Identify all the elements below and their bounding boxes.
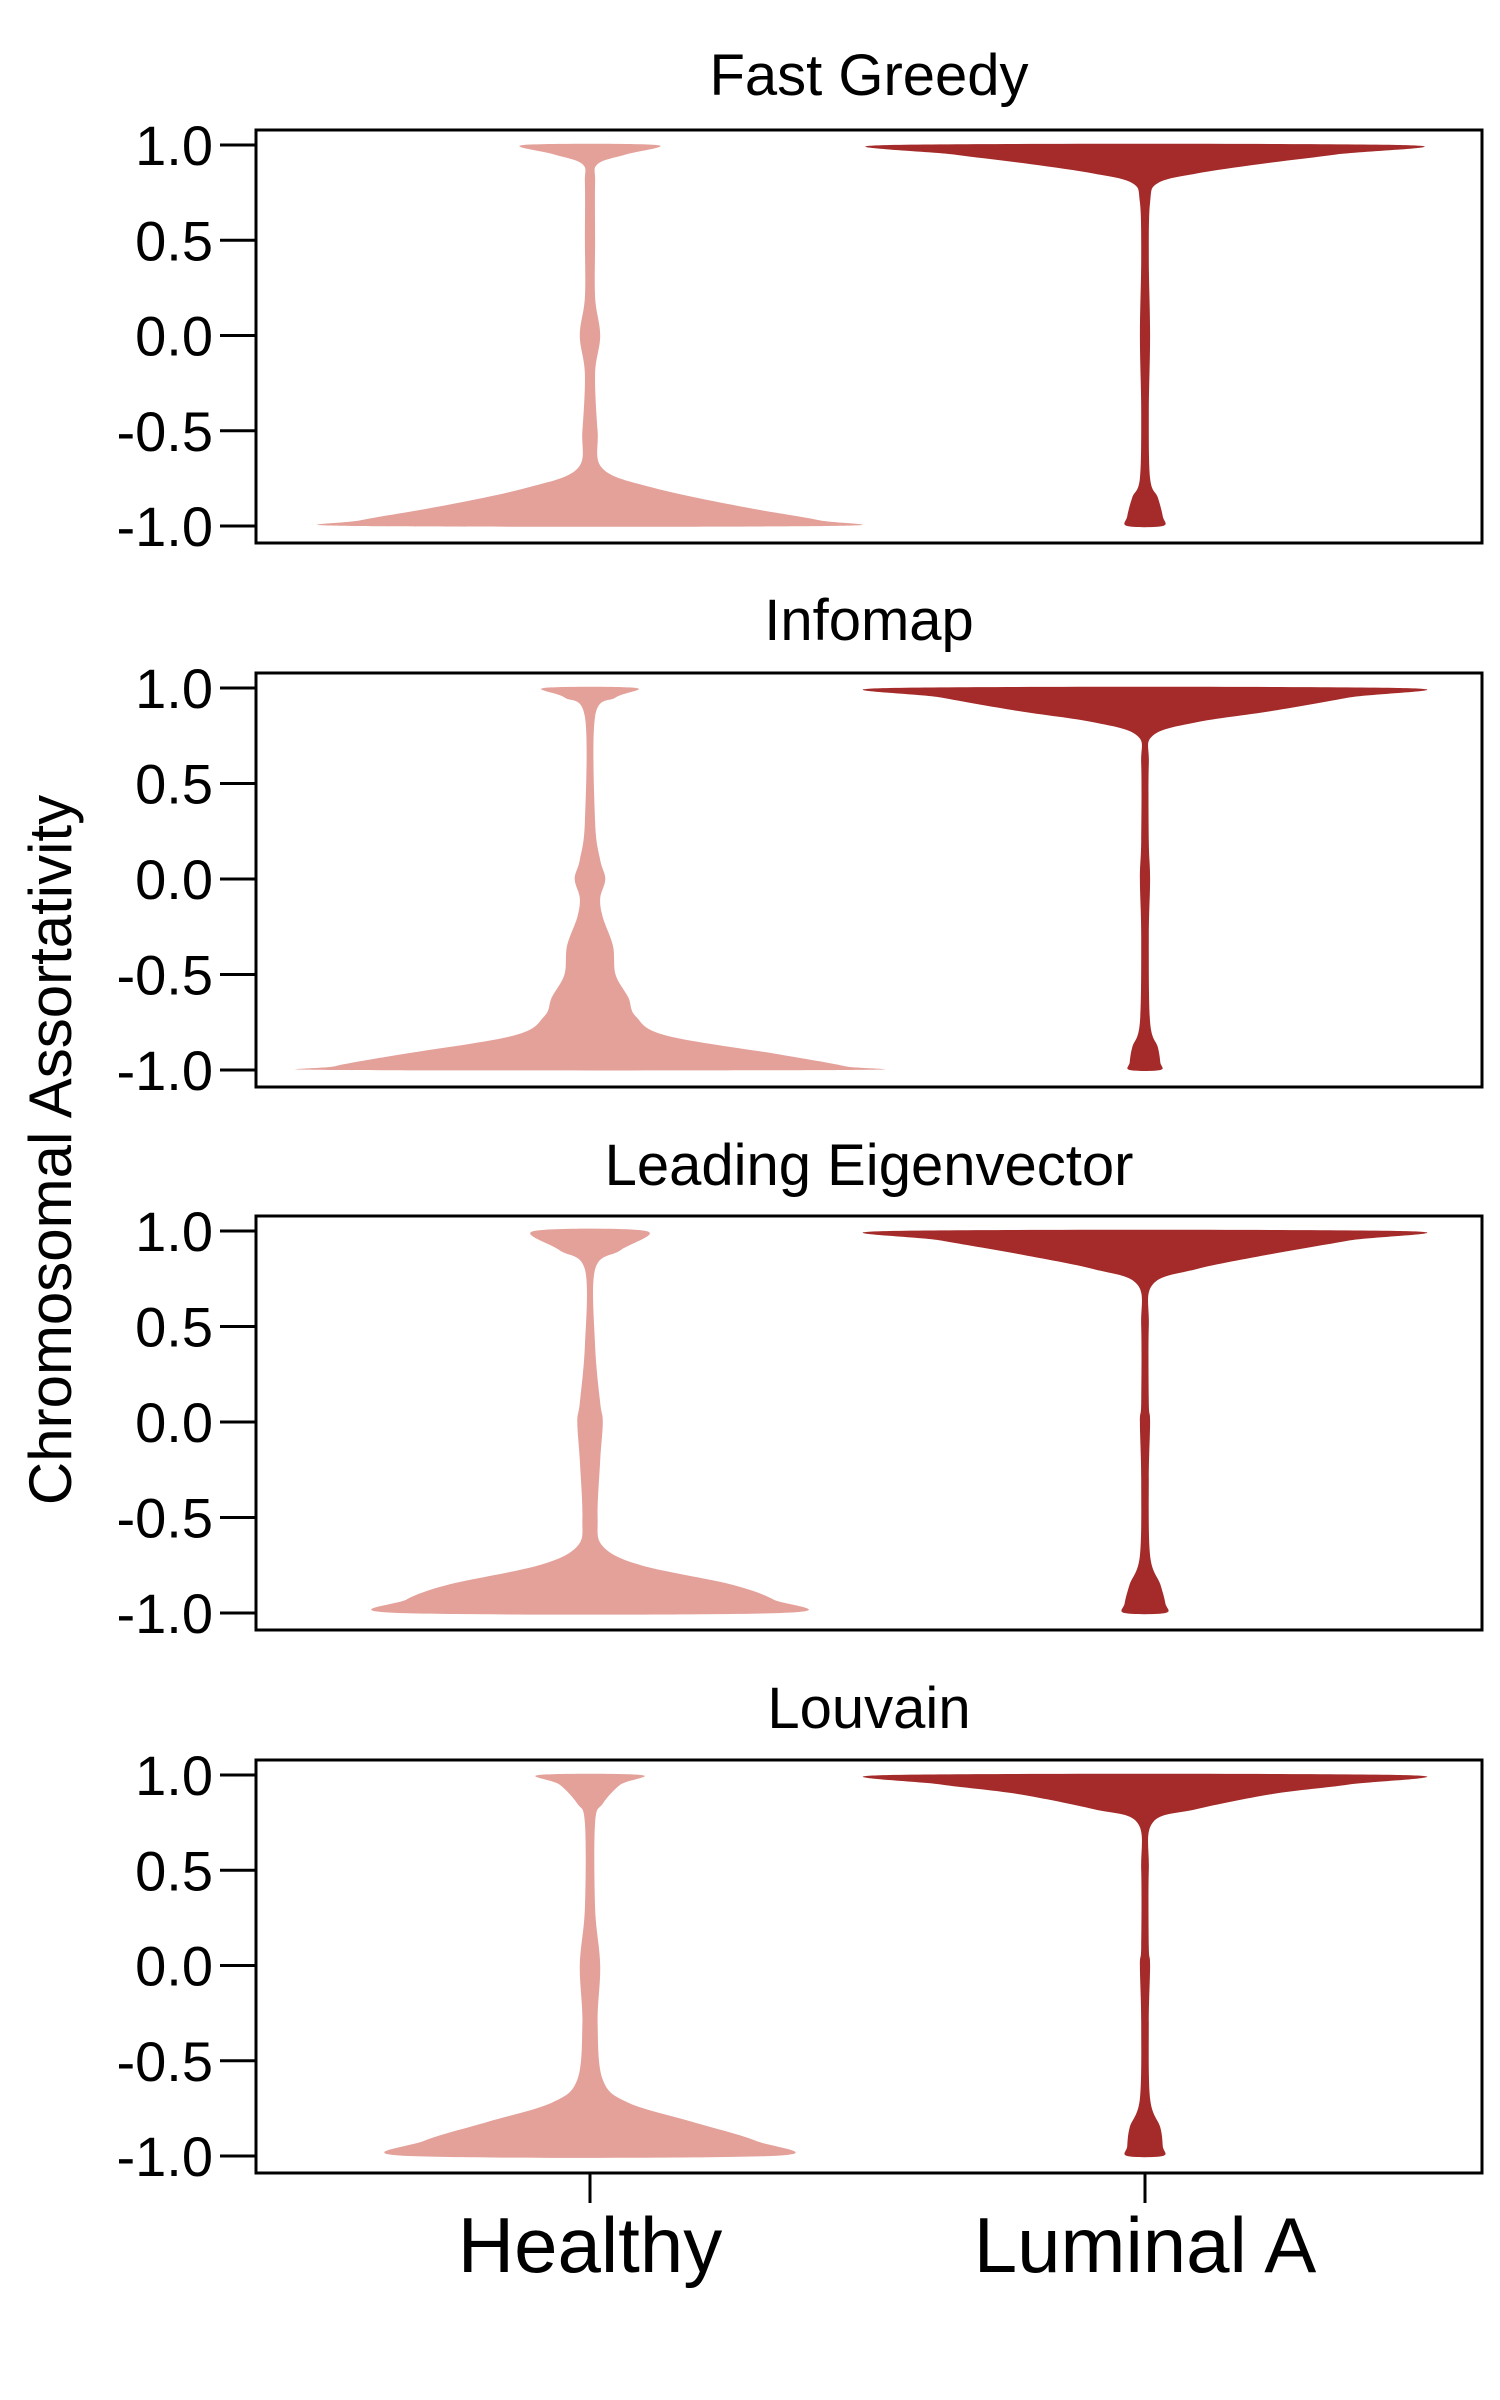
panel-title: Leading Eigenvector [605,1133,1134,1198]
violin-healthy [317,143,863,527]
y-tick-label: 0.0 [135,305,213,368]
y-tick-label: -0.5 [117,944,214,1007]
y-tick-label: 1.0 [135,657,213,720]
violin-luminal-a [862,686,1428,1071]
violin-healthy [371,1228,809,1615]
violin-luminal-a [862,1773,1428,2158]
y-tick-label: -1.0 [117,1039,214,1102]
panel-title: Infomap [764,588,974,653]
y-tick-label: 0.0 [135,1391,213,1454]
panel-fast-greedy: Fast Greedy 1.0 0.5 0.0 -0.5 -1.0 [117,43,1484,558]
y-tick-label: -0.5 [117,1487,214,1550]
plot-frame [254,671,1484,1089]
plot-frame [254,1758,1484,2175]
y-tick-label: 0.5 [135,1296,213,1359]
panel-title: Louvain [767,1676,970,1741]
y-tick-label: -0.5 [117,2030,214,2093]
panel-leading-eigenvector: Leading Eigenvector 1.0 0.5 0.0 -0.5 -1.0 [117,1133,1484,1645]
y-tick-label: 1.0 [135,1744,213,1807]
violin-luminal-a [862,1229,1428,1615]
y-tick-label: 0.5 [135,753,213,816]
panel-louvain: Louvain 1.0 0.5 0.0 -0.5 -1.0 [117,1676,1484,2188]
panel-title: Fast Greedy [709,43,1028,108]
plot-frame [254,1214,1484,1632]
violin-luminal-a [865,143,1425,528]
x-category-label-healthy: Healthy [458,2201,722,2289]
panel-infomap: Infomap 1.0 0.5 0.0 -0.5 -1.0 [117,588,1484,1102]
y-tick-label: 0.0 [135,848,213,911]
x-category-label-luminal-a: Luminal A [974,2201,1317,2289]
y-axis-label: Chromosomal Assortativity [17,795,84,1505]
y-tick-label: 1.0 [135,114,213,177]
y-tick-label: 0.5 [135,209,213,272]
violin-healthy [384,1773,796,2158]
y-tick-label: 0.0 [135,1935,213,1998]
y-tick-label: -0.5 [117,400,214,463]
y-tick-label: -1.0 [117,495,214,558]
y-tick-label: 1.0 [135,1200,213,1263]
y-tick-label: 0.5 [135,1839,213,1902]
y-tick-label: -1.0 [117,2125,214,2188]
y-tick-label: -1.0 [117,1582,214,1645]
violin-healthy [294,686,886,1071]
plot-frame [254,128,1484,545]
